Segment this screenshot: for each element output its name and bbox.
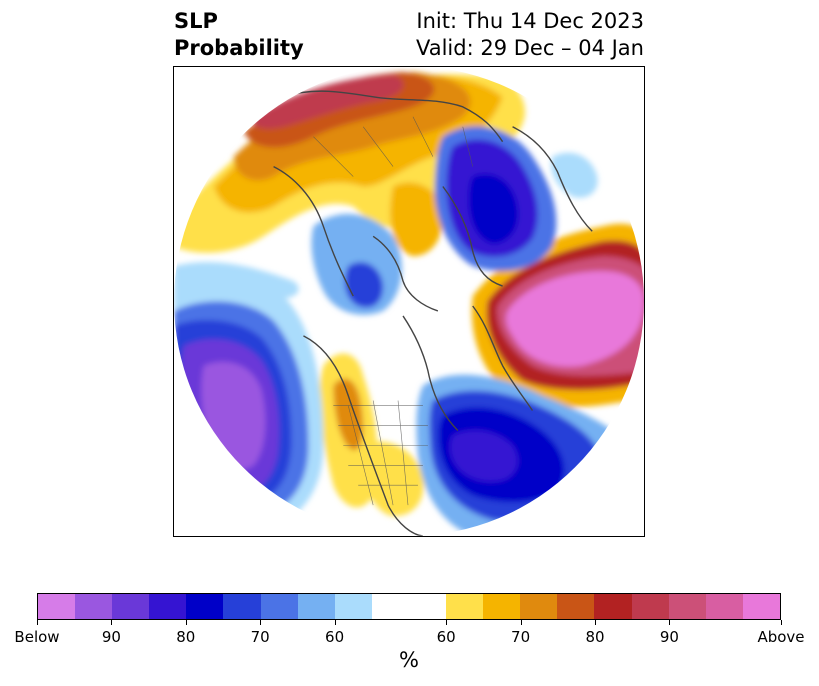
colorbar-segment (705, 594, 743, 619)
colorbar-tickmark (185, 620, 187, 625)
colorbar-segment (297, 594, 335, 619)
colorbar-tick-label: 90 (659, 628, 679, 646)
colorbar-tickmark (111, 620, 113, 625)
colorbar-segment (668, 594, 706, 619)
colorbar-tickmark (37, 620, 38, 625)
colorbar-segment (260, 594, 298, 619)
colorbar-tickmark (595, 620, 596, 625)
colorbar-tick-label: 90 (101, 628, 121, 646)
title-left: SLP Probability (174, 8, 304, 62)
colorbar-segment (483, 594, 521, 619)
colorbar-tick-label: 70 (250, 628, 270, 646)
colorbar-tick-label: 60 (325, 628, 345, 646)
init-date: Init: Thu 14 Dec 2023 (416, 9, 644, 33)
colorbar-segment (112, 594, 150, 619)
colorbar-segment (334, 594, 372, 619)
colorbar-tick-label: 70 (511, 628, 531, 646)
colorbar-segment (557, 594, 595, 619)
colorbar (37, 593, 781, 620)
colorbar-segment (38, 594, 76, 619)
colorbar-segment (223, 594, 261, 619)
title-product: Probability (174, 36, 304, 60)
colorbar-segment (742, 594, 780, 619)
probability-field (174, 67, 644, 536)
colorbar-tickmark (334, 620, 336, 625)
colorbar-tick-label: Below (14, 628, 60, 646)
borders (313, 116, 474, 506)
colorbar-segment (594, 594, 632, 619)
valid-period: Valid: 29 Dec – 04 Jan (415, 36, 644, 60)
colorbar-segment (371, 594, 409, 619)
colorbar-segment (631, 594, 669, 619)
probability-map (173, 66, 645, 537)
colorbar-segment (446, 594, 484, 619)
title-variable: SLP (174, 9, 218, 33)
colorbar-tick-label: 80 (585, 628, 605, 646)
colorbar-tickmark (260, 620, 262, 625)
colorbar-label: % (399, 648, 419, 672)
colorbar-tickmark (520, 620, 522, 625)
colorbar-segment (186, 594, 224, 619)
colorbar-tick-label: 80 (176, 628, 196, 646)
colorbar-segment (520, 594, 558, 619)
colorbar-segment (408, 594, 447, 619)
colorbar-segment (149, 594, 187, 619)
title-right: Init: Thu 14 Dec 2023 Valid: 29 Dec – 04… (416, 8, 644, 62)
colorbar-tick-label: 60 (436, 628, 456, 646)
colorbar-segment (75, 594, 113, 619)
colorbar-tick-label: Above (757, 628, 805, 646)
colorbar-tickmark (669, 620, 671, 625)
colorbar-tickmark (446, 620, 448, 625)
colorbar-tickmark (781, 620, 782, 625)
